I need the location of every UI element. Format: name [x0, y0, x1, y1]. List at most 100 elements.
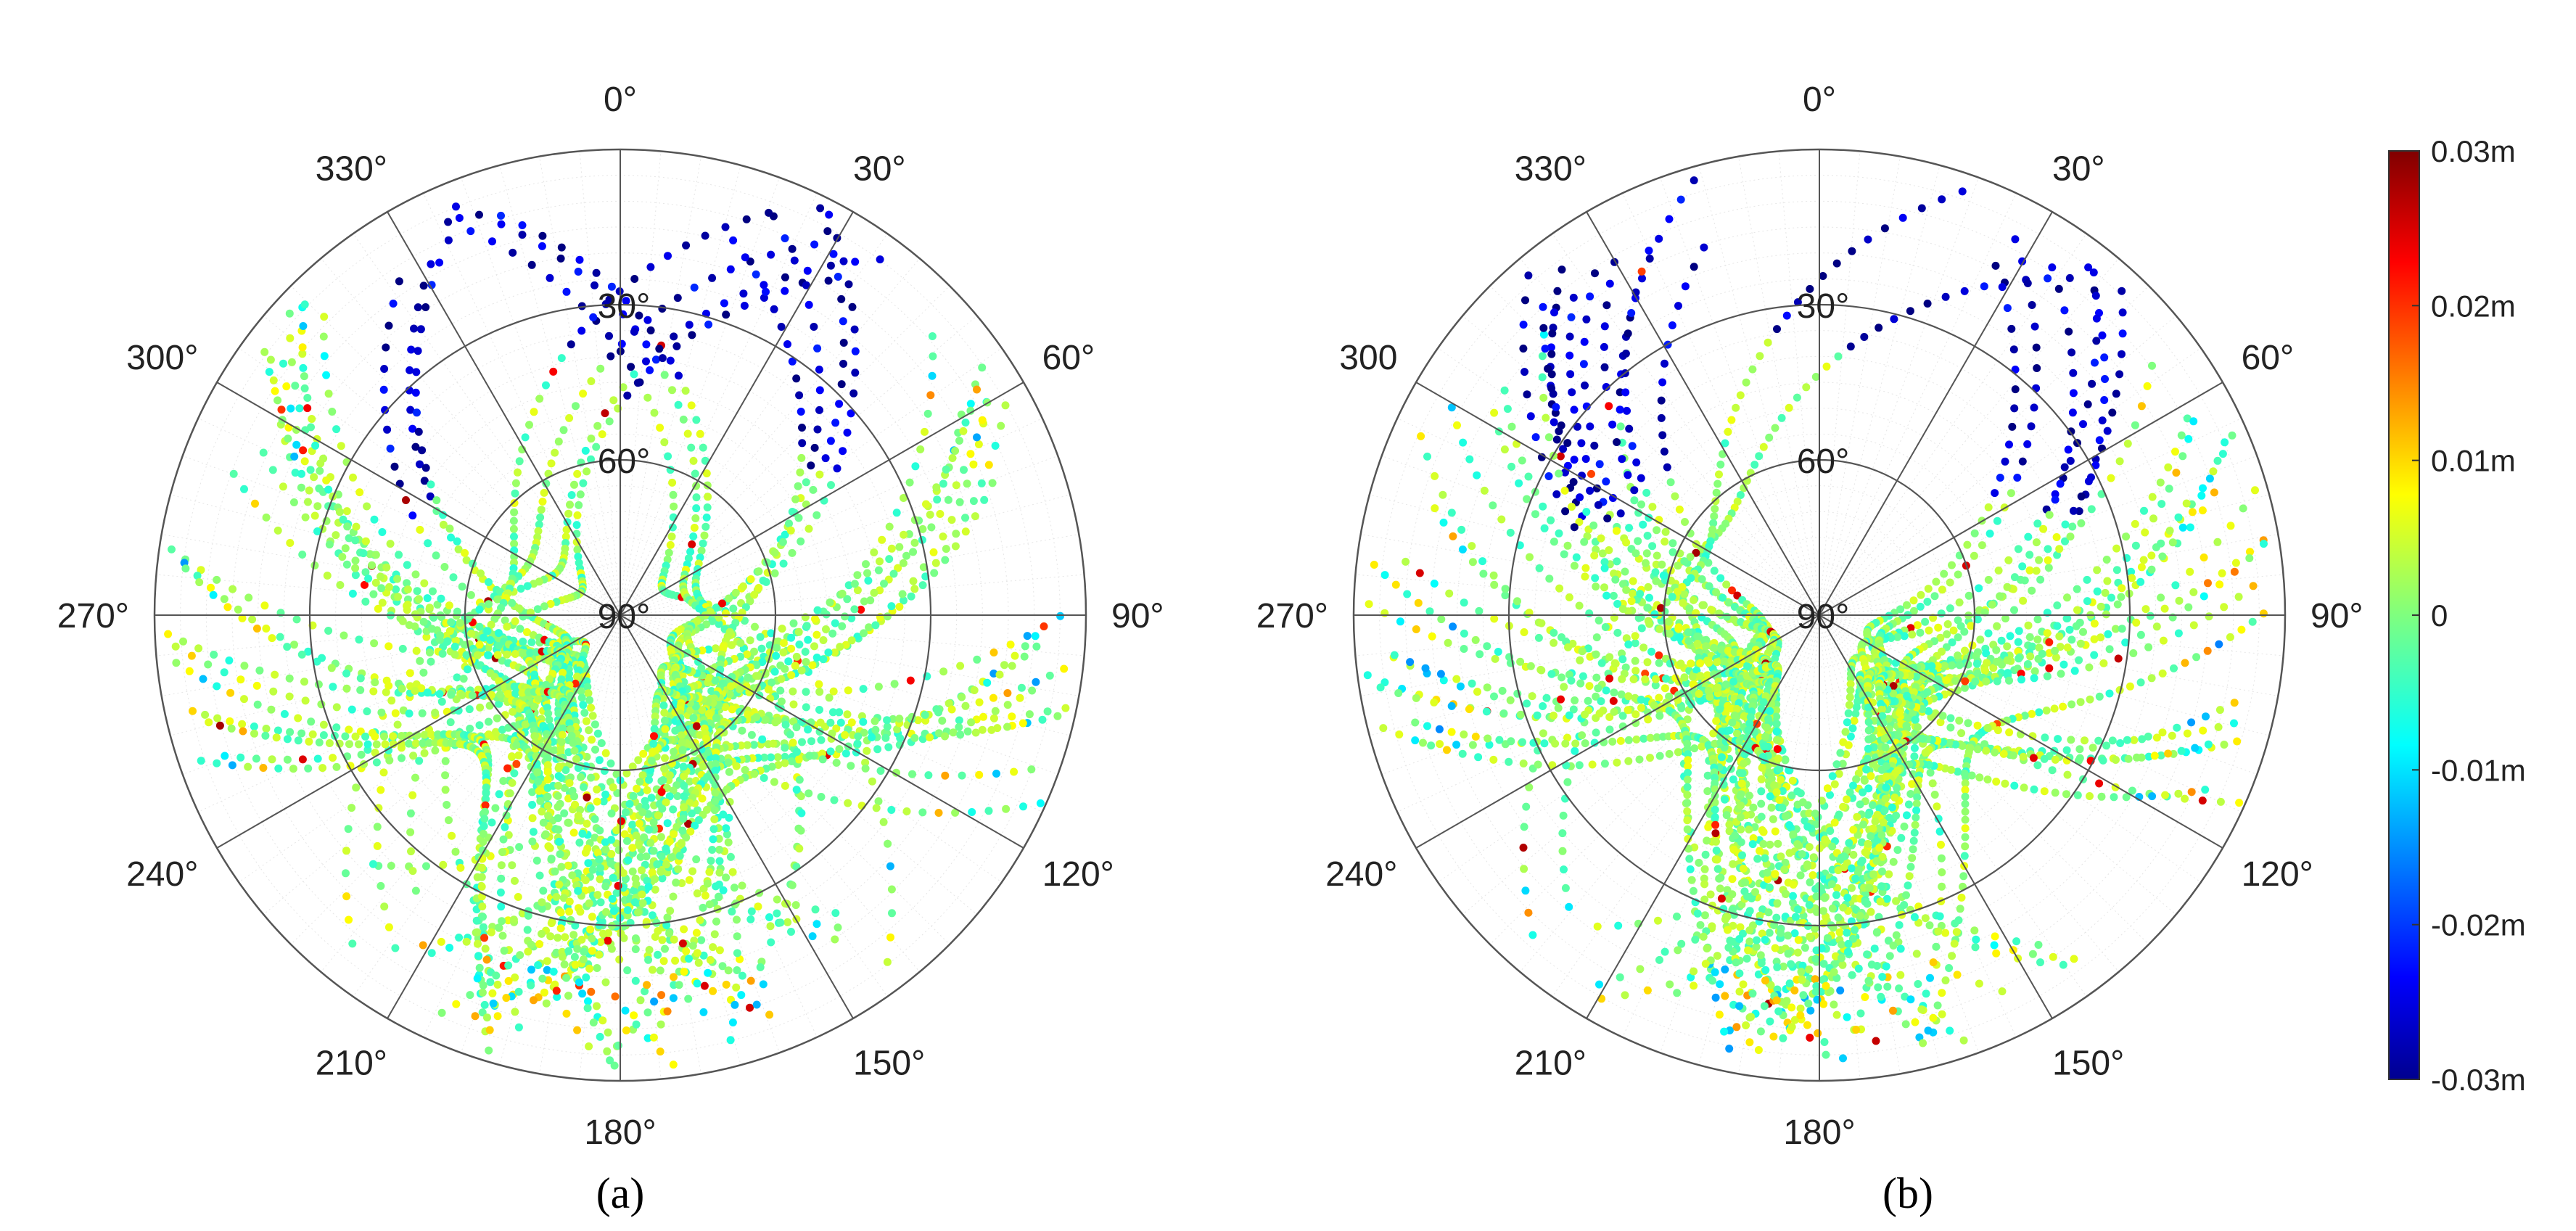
data-point — [1781, 756, 1790, 765]
data-point — [498, 848, 506, 857]
data-point — [1468, 542, 1476, 551]
data-point — [1577, 439, 1586, 448]
data-point — [480, 815, 489, 823]
data-point — [861, 764, 870, 773]
data-point — [692, 855, 701, 864]
data-point — [1674, 623, 1683, 632]
data-point — [297, 729, 306, 738]
data-point — [405, 709, 413, 718]
data-point — [384, 923, 393, 931]
data-point — [731, 1000, 739, 1009]
data-point — [642, 852, 651, 861]
data-point — [1925, 921, 1934, 930]
data-point — [650, 725, 659, 733]
data-point — [290, 452, 299, 461]
data-point — [874, 566, 883, 575]
data-point — [984, 807, 993, 815]
data-point — [283, 643, 292, 651]
data-point — [1820, 1038, 1829, 1046]
data-point — [973, 655, 982, 664]
data-point — [730, 884, 738, 892]
data-point — [812, 511, 821, 519]
data-point — [510, 532, 518, 541]
data-point — [2164, 463, 2173, 472]
data-point — [629, 792, 638, 800]
data-point — [1580, 337, 1589, 346]
data-point — [670, 502, 678, 511]
data-point — [761, 715, 770, 724]
data-point — [1453, 421, 1461, 429]
data-point — [533, 605, 542, 614]
data-point — [902, 807, 911, 815]
data-point — [643, 393, 652, 402]
data-point — [329, 683, 337, 691]
data-point — [1040, 622, 1048, 630]
data-point — [322, 476, 331, 485]
data-point — [853, 739, 862, 748]
data-point — [1605, 546, 1613, 554]
data-point — [1618, 455, 1626, 464]
data-point — [352, 522, 361, 531]
data-point — [411, 570, 420, 579]
data-point — [1539, 502, 1547, 511]
data-point — [792, 374, 801, 383]
data-point — [928, 371, 937, 380]
data-point — [746, 575, 755, 583]
data-point — [277, 405, 286, 414]
data-point — [664, 452, 672, 461]
data-point — [408, 424, 417, 433]
data-point — [487, 928, 495, 936]
data-point — [958, 693, 966, 701]
data-point — [1722, 580, 1731, 589]
data-point — [815, 386, 824, 395]
data-point — [812, 920, 821, 929]
data-point — [357, 750, 366, 759]
data-point — [1648, 542, 1657, 551]
data-point — [582, 973, 590, 981]
data-point — [974, 440, 983, 448]
data-point — [632, 831, 641, 840]
data-point — [601, 907, 610, 916]
data-point — [597, 739, 606, 747]
data-point — [689, 532, 698, 540]
data-point — [682, 947, 691, 955]
data-point — [475, 210, 483, 219]
data-point — [477, 882, 486, 891]
data-point — [305, 737, 313, 746]
data-point — [809, 485, 818, 494]
data-point — [794, 514, 803, 522]
data-point — [614, 846, 623, 855]
data-point — [557, 675, 566, 684]
data-point — [481, 944, 490, 953]
data-point — [475, 641, 484, 649]
data-point — [543, 775, 552, 784]
data-point — [2024, 621, 2033, 630]
data-point — [555, 762, 564, 771]
data-point — [678, 939, 687, 948]
data-point — [752, 672, 761, 680]
data-point — [1664, 617, 1673, 626]
data-point — [479, 913, 487, 921]
data-point — [1600, 583, 1608, 592]
data-point — [656, 966, 664, 975]
data-point — [892, 509, 901, 517]
data-point — [834, 273, 842, 281]
data-point — [1605, 402, 1613, 411]
data-point — [673, 294, 682, 302]
data-point — [1712, 717, 1721, 725]
data-point — [876, 613, 884, 622]
data-point — [420, 477, 429, 485]
data-point — [980, 495, 989, 504]
data-point — [497, 874, 506, 883]
data-point — [577, 773, 585, 781]
data-point — [801, 648, 810, 656]
data-point — [1660, 448, 1668, 456]
data-point — [498, 931, 507, 940]
data-point — [372, 740, 381, 749]
data-point — [420, 579, 429, 588]
data-point — [733, 966, 741, 974]
data-point — [712, 917, 720, 926]
data-point — [328, 408, 337, 416]
data-point — [728, 641, 736, 649]
data-point — [679, 415, 688, 424]
